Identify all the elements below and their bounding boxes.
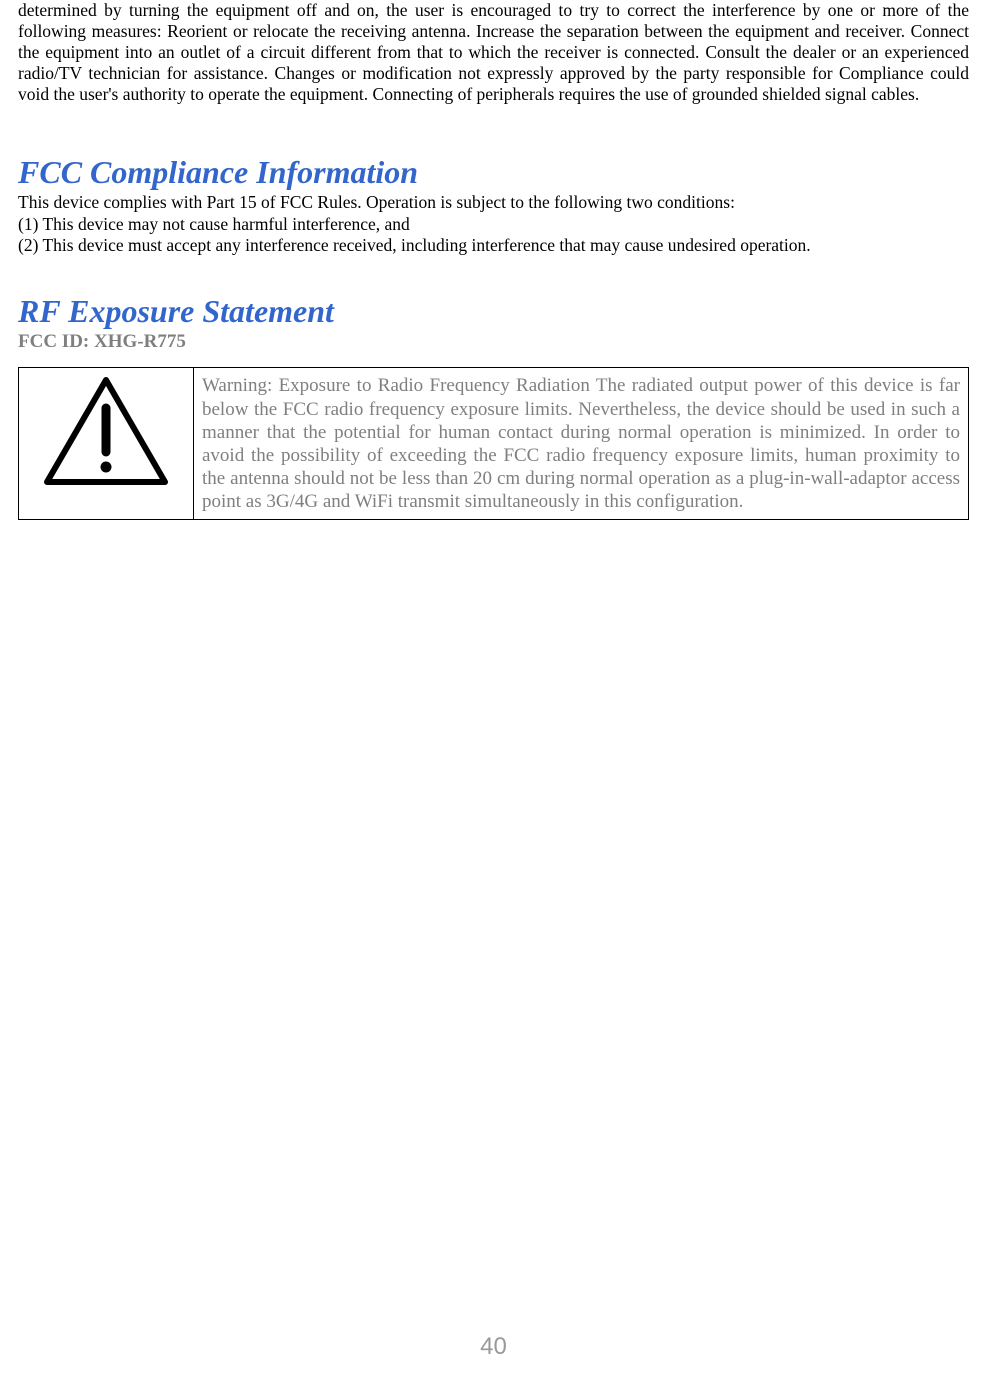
page-number: 40 (0, 1333, 987, 1361)
warning-triangle-icon (41, 374, 171, 489)
fcc-compliance-line-2: (1) This device may not cause harmful in… (18, 214, 969, 235)
intro-paragraph: determined by turning the equipment off … (18, 0, 969, 105)
warning-text-cell: Warning: Exposure to Radio Frequency Rad… (194, 368, 969, 520)
rf-exposure-heading: RF Exposure Statement (18, 294, 969, 329)
fcc-id-label: FCC ID: XHG-R775 (18, 331, 969, 353)
fcc-compliance-line-3: (2) This device must accept any interfer… (18, 235, 969, 256)
warning-icon-cell (19, 368, 194, 520)
fcc-compliance-line-1: This device complies with Part 15 of FCC… (18, 192, 969, 213)
warning-text: Warning: Exposure to Radio Frequency Rad… (202, 374, 960, 513)
fcc-compliance-heading: FCC Compliance Information (18, 155, 969, 190)
warning-table: Warning: Exposure to Radio Frequency Rad… (18, 367, 969, 520)
